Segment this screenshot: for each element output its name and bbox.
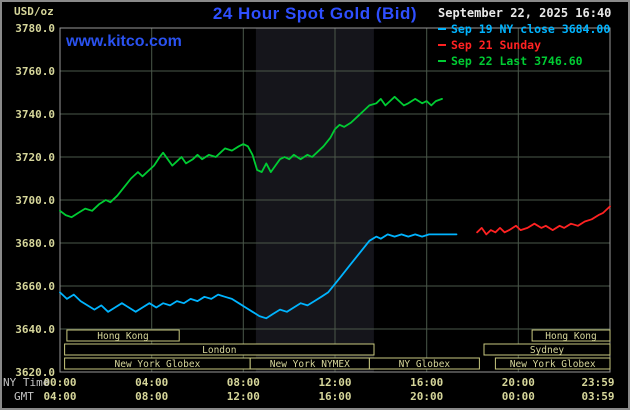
session-box — [66, 329, 180, 342]
y-tick-label: 3740.0 — [15, 108, 55, 121]
session-label: New York Globex — [510, 359, 596, 370]
legend-item-sep22: Sep 22 Last 3746.60 — [438, 54, 628, 68]
session-box — [531, 329, 611, 342]
gmt-axis-label: GMT — [14, 390, 34, 403]
session-label: New York Globex — [115, 359, 201, 370]
session-box — [368, 357, 480, 370]
session-label: New York NYMEX — [270, 359, 350, 370]
plot-frame — [59, 27, 611, 373]
legend-label: Sep 19 NY close 3684.00 — [451, 22, 611, 36]
y-tick-label: 3660.0 — [15, 280, 55, 293]
y-tick-label: 3720.0 — [15, 151, 55, 164]
x-tick-gmt: 08:00 — [135, 390, 168, 403]
session-box — [494, 357, 611, 370]
x-tick-gmt: 16:00 — [318, 390, 351, 403]
y-tick-label: 3780.0 — [15, 22, 55, 35]
x-tick-gmt: 03:59 — [581, 390, 614, 403]
x-tick-ny: 08:00 — [227, 376, 260, 389]
legend-item-sep19: Sep 19 NY close 3684.00 — [438, 22, 628, 36]
x-tick-gmt: 20:00 — [410, 390, 443, 403]
session-label: Sydney — [530, 345, 565, 356]
session-label: NY Globex — [399, 359, 451, 370]
session-box — [483, 343, 611, 356]
session-label: Hong Kong — [97, 331, 148, 342]
x-tick-ny: 04:00 — [135, 376, 168, 389]
y-tick-label: 3620.0 — [15, 366, 55, 379]
legend-label: Sep 22 Last 3746.60 — [451, 54, 583, 68]
x-tick-gmt: 00:00 — [502, 390, 535, 403]
series-line-sep19 — [59, 233, 458, 320]
y-tick-label: 3700.0 — [15, 194, 55, 207]
x-tick-ny: 12:00 — [318, 376, 351, 389]
page-title: 24 Hour Spot Gold (Bid) — [212, 4, 418, 23]
header-right: September 22, 2025 16:40 Sep 19 NY close… — [438, 6, 628, 68]
legend-item-sep21: Sep 21 Sunday — [438, 38, 628, 52]
legend-dash-icon — [438, 44, 446, 46]
y-tick-label: 3680.0 — [15, 237, 55, 250]
session-box — [64, 343, 375, 356]
ny-time-axis-label: NY Time — [3, 376, 49, 389]
x-tick-ny: 20:00 — [502, 376, 535, 389]
x-tick-ny: 00:00 — [43, 376, 76, 389]
series-line-sep21 — [476, 205, 611, 236]
legend-dash-icon — [438, 28, 446, 30]
x-tick-ny: 16:00 — [410, 376, 443, 389]
x-tick-gmt: 12:00 — [227, 390, 260, 403]
x-tick-gmt: 04:00 — [43, 390, 76, 403]
series-line-sep22 — [59, 95, 443, 219]
legend-label: Sep 21 Sunday — [451, 38, 542, 52]
unit-label: USD/oz — [14, 5, 54, 18]
session-label: Hong Kong — [545, 331, 596, 342]
y-tick-label: 3760.0 — [15, 65, 55, 78]
kitco-link[interactable]: www.kitco.com — [66, 33, 182, 50]
x-tick-ny: 23:59 — [581, 376, 614, 389]
session-label: London — [202, 345, 236, 356]
y-tick-label: 3640.0 — [15, 323, 55, 336]
datetime-label: September 22, 2025 16:40 — [438, 6, 612, 20]
legend-dash-icon — [438, 60, 446, 62]
